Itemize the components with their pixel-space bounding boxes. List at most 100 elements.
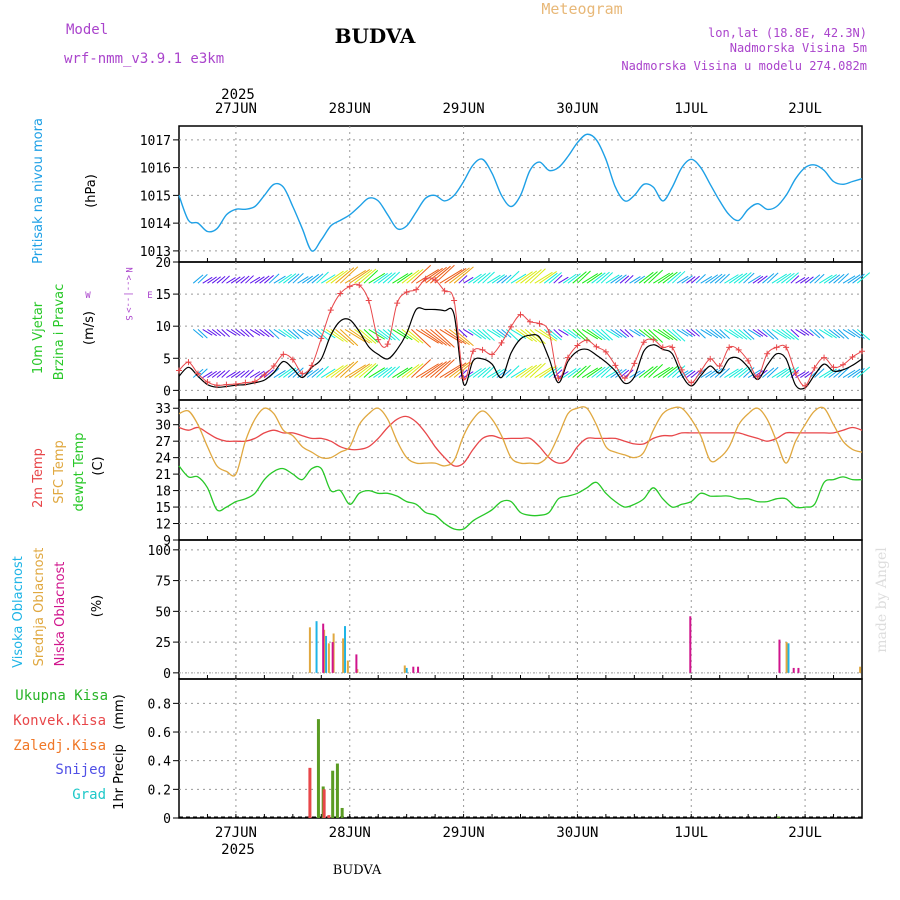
wind-gust-marker (612, 362, 619, 369)
wind-barb (325, 328, 344, 342)
wind-barb (487, 328, 501, 338)
wind-barb (339, 266, 359, 284)
wind-gust-marker (593, 343, 600, 350)
wind-barb (382, 329, 396, 341)
wind-gust-marker (346, 283, 353, 290)
wind-barb (330, 269, 348, 284)
wind-ylabel2: Brzina i Pravac (52, 284, 67, 381)
wind-gust-marker (403, 289, 410, 296)
wind-barb (833, 329, 845, 339)
bottom-date-label: 27JUN (215, 825, 257, 841)
wind-barb (819, 274, 833, 284)
wind-barb (752, 275, 764, 284)
wind-barb (638, 366, 654, 378)
wind-barb (458, 275, 468, 284)
wind-barb (515, 271, 533, 284)
wind-barb (539, 328, 557, 342)
wind-barb (842, 328, 856, 338)
wind-barb (785, 272, 799, 284)
wind-gust-marker (470, 348, 477, 355)
wind-gust-marker (811, 364, 818, 371)
footer-location: BUDVA (333, 863, 382, 878)
wind-barb (534, 366, 553, 378)
wind-barb (605, 368, 620, 378)
wind-gust-marker (441, 287, 448, 294)
bottom-date-labels: 27JUN 28JUN 29JUN 30JUN 1JUL 2JUL (215, 825, 822, 841)
wind-barb (719, 329, 730, 339)
precip-y-ticks: 0 0.2 0.4 0.6 0.8 (148, 697, 179, 827)
wind-barb (567, 328, 581, 340)
wind-barb (728, 328, 743, 340)
wind-barb (501, 329, 512, 338)
y-tick-label: 9 (163, 534, 171, 549)
wind-barb (676, 275, 689, 284)
wind-gust-marker (413, 286, 420, 293)
precip-unit: (mm) (112, 694, 127, 729)
wind-barb (235, 276, 246, 284)
wind-gust-marker (432, 276, 439, 283)
pressure-series (178, 133, 863, 252)
wind-barb (572, 329, 587, 342)
wind-barb (302, 328, 314, 337)
wind-barb (724, 368, 739, 378)
total-rain-bar (777, 816, 781, 818)
low-cloud-bar (331, 642, 334, 673)
wind-barb (468, 273, 482, 284)
wind-barb (847, 368, 861, 378)
mid-cloud-bar (859, 666, 862, 673)
y-tick-label: 0.2 (148, 783, 171, 798)
wind-barb (615, 328, 627, 339)
wind-barb (273, 328, 286, 337)
cloud-series (179, 616, 862, 674)
wind-barb (264, 369, 274, 378)
bottom-date-label: 2JUL (788, 825, 822, 841)
wind-barb (358, 329, 377, 344)
wind-barb (577, 364, 591, 378)
wind-barb (373, 367, 389, 378)
mid-cloud-bar (308, 627, 311, 673)
wind-barb (529, 362, 546, 378)
wind-barb (828, 274, 841, 284)
temperature-grid (178, 400, 863, 540)
coords: lon,lat (18.8E, 42.3N) (708, 26, 867, 40)
precip-grid (178, 679, 863, 818)
wind-gust-marker (716, 362, 723, 369)
wind-barb (268, 329, 280, 340)
wind-gust-marker (384, 341, 391, 348)
wind-barb (510, 367, 527, 378)
wind-barb (316, 271, 329, 284)
wind-barb (425, 361, 447, 378)
wind-barb (487, 274, 501, 284)
wind-barb (240, 369, 250, 378)
wind-barb (728, 273, 743, 284)
y-tick-label: 10 (155, 320, 171, 335)
conv-rain-bar (308, 767, 312, 818)
wind-barb (268, 273, 280, 284)
wind-barb (387, 366, 401, 378)
wind-barb (325, 365, 344, 378)
wind-barb (781, 367, 795, 378)
y-tick-label: 25 (155, 636, 171, 651)
bottom-date-label: 29JUN (443, 825, 485, 841)
wind-barb (695, 273, 706, 284)
wind-barb (634, 369, 646, 378)
wind-barb (804, 276, 814, 284)
wind-barb (287, 329, 300, 340)
wind-barb (387, 271, 401, 284)
wind-barb (449, 328, 470, 346)
wind-barb (411, 359, 432, 378)
wind-barb (430, 360, 451, 378)
wind-barb (743, 272, 755, 284)
wind-gust-marker (583, 337, 590, 344)
wind-barb (278, 368, 292, 378)
wind-barb (505, 270, 520, 284)
wind-barb (681, 369, 693, 378)
wind-barb (814, 329, 825, 339)
wind-barb (653, 367, 670, 378)
wind-barb (420, 328, 443, 345)
wind-gust-marker (859, 348, 865, 355)
wind-barb (548, 329, 562, 341)
wind-barb (619, 329, 630, 338)
wind-barb (216, 275, 226, 284)
